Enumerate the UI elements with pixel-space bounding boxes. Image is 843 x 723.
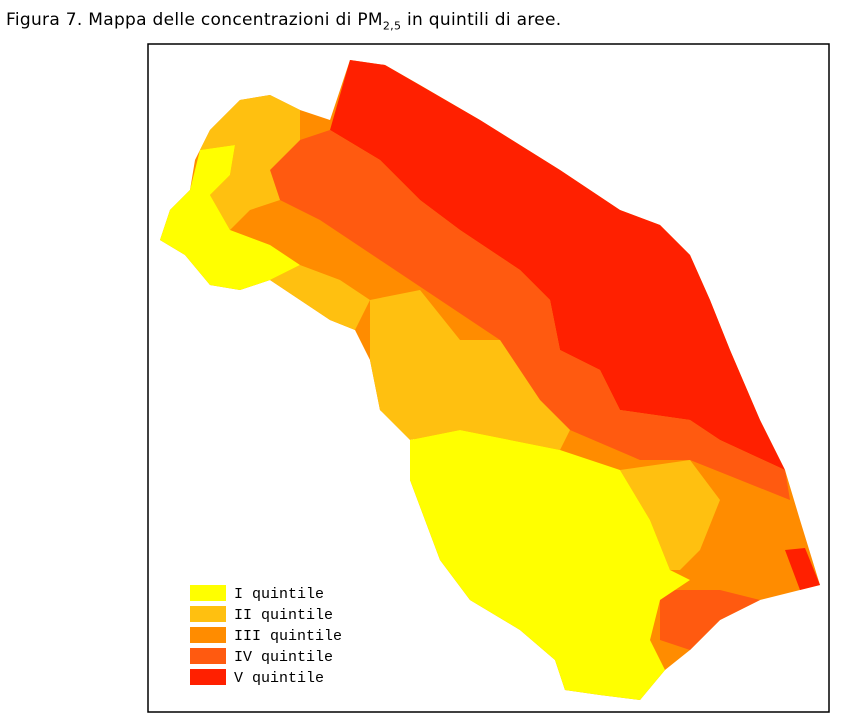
- region: [330, 60, 785, 470]
- region: [370, 290, 570, 450]
- legend: I quintile II quintile III quintile IV quin…: [190, 585, 342, 687]
- legend-label: V quintile: [234, 670, 324, 687]
- legend-label: II quintile: [234, 607, 333, 624]
- legend-label: I quintile: [234, 586, 324, 603]
- legend-label: IV quintile: [234, 649, 333, 666]
- legend-swatch: [190, 606, 226, 622]
- figure-title: Figura 7. Mappa delle concentrazioni di …: [6, 10, 561, 32]
- legend-swatch: [190, 585, 226, 601]
- title-subscript: 2,5: [382, 19, 402, 33]
- legend-swatch: [190, 669, 226, 685]
- legend-swatch: [190, 648, 226, 664]
- region: [270, 265, 370, 330]
- legend-label: III quintile: [234, 628, 342, 645]
- region: [785, 548, 820, 590]
- legend-swatch: [190, 627, 226, 643]
- region: [200, 95, 300, 230]
- title-text: Figura 7. Mappa delle concentrazioni di …: [6, 10, 383, 30]
- region: [270, 130, 790, 500]
- region: [620, 460, 720, 570]
- region: [160, 145, 300, 290]
- title-text: in quintili di aree.: [407, 10, 562, 30]
- region: [660, 590, 760, 650]
- region: [410, 430, 690, 700]
